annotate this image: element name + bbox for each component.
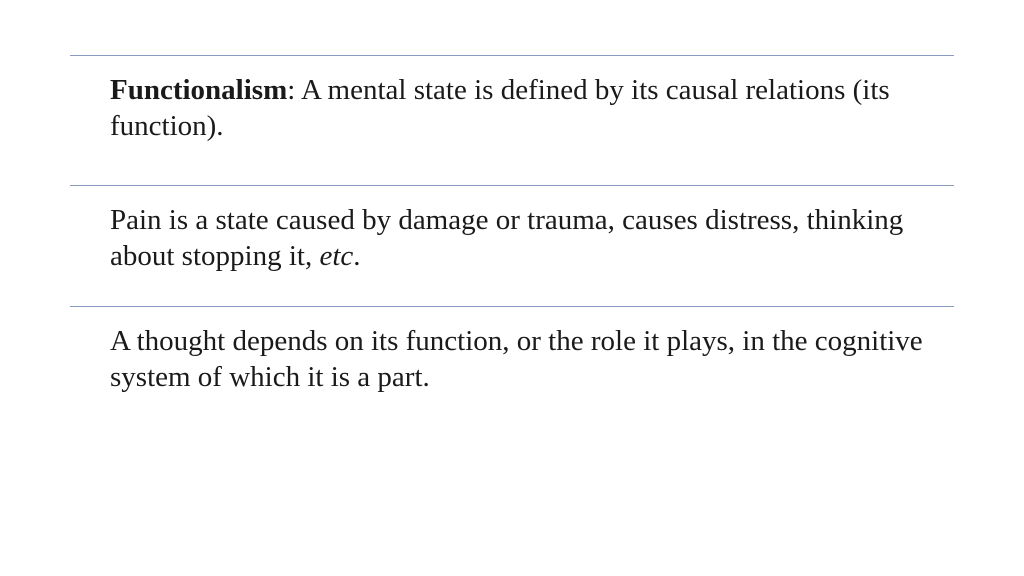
paragraph-2: Pain is a state caused by damage or trau… <box>110 202 954 275</box>
pain-text-after: . <box>353 240 360 272</box>
etc-italic: etc <box>319 240 353 272</box>
block-1: Functionalism: A mental state is defined… <box>70 55 954 177</box>
block-3: A thought depends on its function, or th… <box>70 306 954 420</box>
pain-text-before: Pain is a state caused by damage or trau… <box>110 204 903 272</box>
block-2: Pain is a state caused by damage or trau… <box>70 185 954 299</box>
slide: Functionalism: A mental state is defined… <box>0 0 1024 576</box>
paragraph-1: Functionalism: A mental state is defined… <box>110 72 954 145</box>
paragraph-3: A thought depends on its function, or th… <box>110 323 954 396</box>
term-functionalism: Functionalism <box>110 74 287 106</box>
thought-text: A thought depends on its function, or th… <box>110 325 923 393</box>
